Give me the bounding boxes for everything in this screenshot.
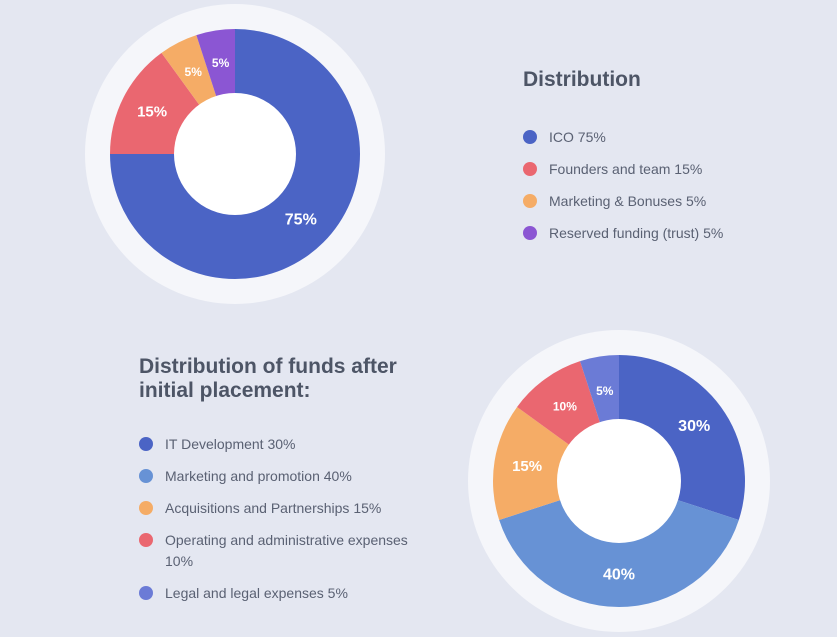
funds-distribution-legend: Distribution of funds after initial plac…: [139, 355, 439, 615]
legend-dot-icon: [139, 586, 153, 600]
distribution-legend-list: ICO 75% Founders and team 15% Marketing & …: [523, 127, 823, 244]
legend-label: ICO 75%: [549, 129, 606, 145]
legend-label: Reserved funding (trust) 5%: [549, 225, 724, 241]
slice-label-it-development: 30%: [678, 418, 710, 435]
legend-label: Marketing and promotion 40%: [165, 468, 352, 484]
slice-marketing-and-promotion: [499, 481, 739, 607]
funds-distribution-title: Distribution of funds after initial plac…: [139, 355, 397, 402]
funds-legend-item: Acquisitions and Partnerships 15%: [139, 498, 439, 519]
slice-label-operating-and-administrative-expenses: 10%: [553, 400, 577, 414]
distribution-title: Distribution: [523, 68, 641, 91]
funds-chart-hole: [557, 419, 681, 543]
legend-label: Legal and legal expenses 5%: [165, 585, 348, 601]
legend-dot-icon: [139, 469, 153, 483]
distribution-legend: Distribution ICO 75% Founders and team 15…: [523, 66, 823, 255]
distribution-chart-hole: [174, 93, 296, 215]
distribution-legend-item: ICO 75%: [523, 127, 823, 148]
funds-distribution-donut-svg: 30% 40% 15% 10% 5%: [468, 330, 770, 632]
legend-dot-icon: [139, 533, 153, 547]
funds-distribution-legend-list: IT Development 30% Marketing and promotio…: [139, 434, 439, 604]
slice-label-marketing-and-promotion: 40%: [603, 567, 635, 584]
legend-dot-icon: [139, 501, 153, 515]
distribution-legend-item: Marketing & Bonuses 5%: [523, 191, 823, 212]
legend-dot-icon: [523, 226, 537, 240]
legend-label: IT Development 30%: [165, 436, 296, 452]
distribution-donut-chart: 75% 15% 5% 5%: [85, 4, 385, 304]
legend-dot-icon: [523, 162, 537, 176]
slice-label-marketing-bonuses: 5%: [185, 65, 203, 79]
distribution-legend-item: Reserved funding (trust) 5%: [523, 223, 823, 244]
legend-label: Acquisitions and Partnerships 15%: [165, 500, 382, 516]
funds-legend-item: Marketing and promotion 40%: [139, 466, 439, 487]
slice-label-acquisitions-and-partnerships: 15%: [512, 458, 542, 475]
funds-legend-item: Operating and administrative expenses 10…: [139, 530, 439, 572]
funds-distribution-donut-chart: 30% 40% 15% 10% 5%: [467, 330, 770, 632]
slice-acquisitions-and-partnerships: [493, 406, 619, 520]
legend-label: Founders and team 15%: [549, 161, 703, 177]
legend-label: Operating and administrative expenses 10…: [165, 532, 408, 569]
legend-dot-icon: [139, 437, 153, 451]
distribution-legend-item: Founders and team 15%: [523, 159, 823, 180]
slice-label-legal-and-legal-expenses: 5%: [596, 384, 614, 398]
legend-dot-icon: [523, 130, 537, 144]
slice-label-ico: 75%: [285, 211, 317, 228]
slice-label-reserved-funding-trust: 5%: [212, 56, 230, 70]
funds-legend-item: IT Development 30%: [139, 434, 439, 455]
legend-label: Marketing & Bonuses 5%: [549, 193, 707, 209]
distribution-donut-svg: 75% 15% 5% 5%: [85, 4, 385, 304]
legend-dot-icon: [523, 194, 537, 208]
funds-legend-item: Legal and legal expenses 5%: [139, 583, 439, 604]
slice-label-founders-and-team: 15%: [137, 103, 167, 120]
